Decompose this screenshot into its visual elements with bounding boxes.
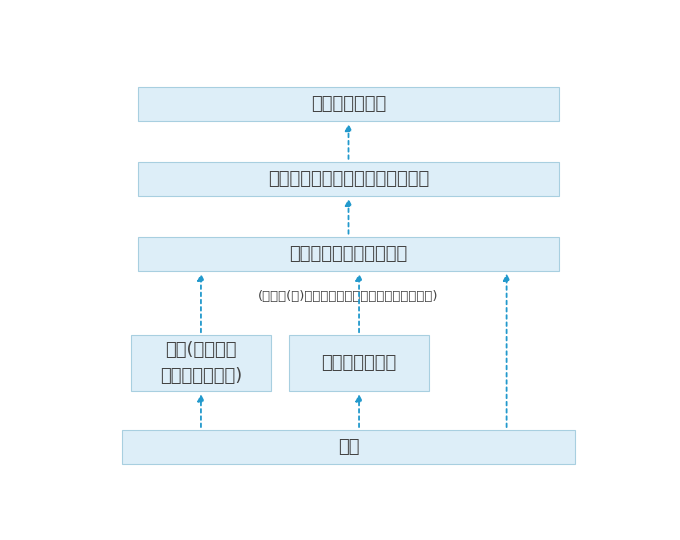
Text: 日本土地家屋調査士会連合会登録: 日本土地家屋調査士会連合会登録	[268, 170, 429, 188]
FancyBboxPatch shape	[289, 335, 429, 391]
Text: 土地家屋調査士: 土地家屋調査士	[311, 95, 386, 113]
FancyBboxPatch shape	[137, 161, 559, 196]
Text: 高校: 高校	[338, 438, 359, 456]
Text: (測量士(補)、一・二級建築士は試験の一部免除): (測量士(補)、一・二級建築士は試験の一部免除)	[258, 291, 439, 303]
FancyBboxPatch shape	[122, 430, 575, 464]
Text: 短大、専門学校: 短大、専門学校	[322, 354, 396, 372]
FancyBboxPatch shape	[131, 335, 271, 391]
Text: 大学(法学系、
工学系学部など): 大学(法学系、 工学系学部など)	[160, 341, 242, 386]
FancyBboxPatch shape	[137, 237, 559, 271]
FancyBboxPatch shape	[137, 87, 559, 121]
Text: 土地家屋調査士国家試験: 土地家屋調査士国家試験	[290, 245, 407, 262]
